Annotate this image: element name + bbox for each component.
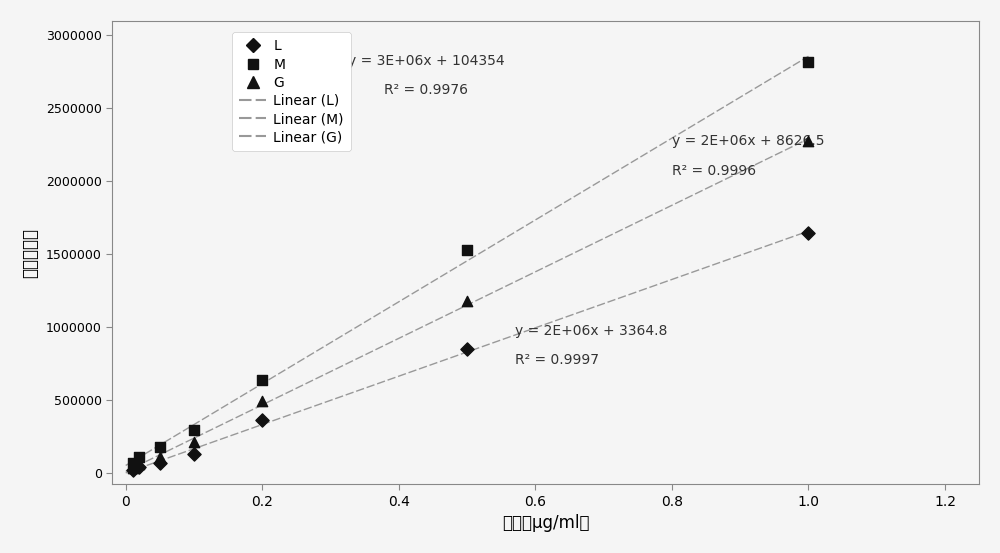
Text: R² = 0.9976: R² = 0.9976 [384, 84, 468, 97]
Point [125, 463, 141, 472]
Point [254, 416, 270, 425]
Point [186, 438, 202, 447]
Text: R² = 0.9997: R² = 0.9997 [515, 353, 599, 367]
Point [131, 460, 147, 468]
Point [186, 425, 202, 434]
Point [125, 458, 141, 467]
Point [131, 462, 147, 471]
Point [800, 228, 816, 237]
Text: y = 2E+06x + 3364.8: y = 2E+06x + 3364.8 [515, 324, 667, 338]
Point [186, 450, 202, 458]
Point [459, 345, 475, 353]
Point [254, 397, 270, 406]
Text: y = 3E+06x + 104354: y = 3E+06x + 104354 [348, 54, 504, 69]
Point [800, 137, 816, 145]
Point [152, 452, 168, 461]
Point [131, 453, 147, 462]
Y-axis label: 色谱峰面积: 色谱峰面积 [21, 227, 39, 278]
Point [125, 466, 141, 474]
Point [459, 296, 475, 305]
Text: R² = 0.9996: R² = 0.9996 [672, 164, 756, 178]
Point [152, 442, 168, 451]
Point [152, 458, 168, 467]
Point [800, 57, 816, 66]
Text: y = 2E+06x + 8626.5: y = 2E+06x + 8626.5 [672, 134, 824, 149]
Legend: L, M, G, Linear (L), Linear (M), Linear (G): L, M, G, Linear (L), Linear (M), Linear … [232, 33, 351, 151]
X-axis label: 浓度（μg/ml）: 浓度（μg/ml） [502, 514, 589, 532]
Point [254, 375, 270, 384]
Point [459, 246, 475, 255]
